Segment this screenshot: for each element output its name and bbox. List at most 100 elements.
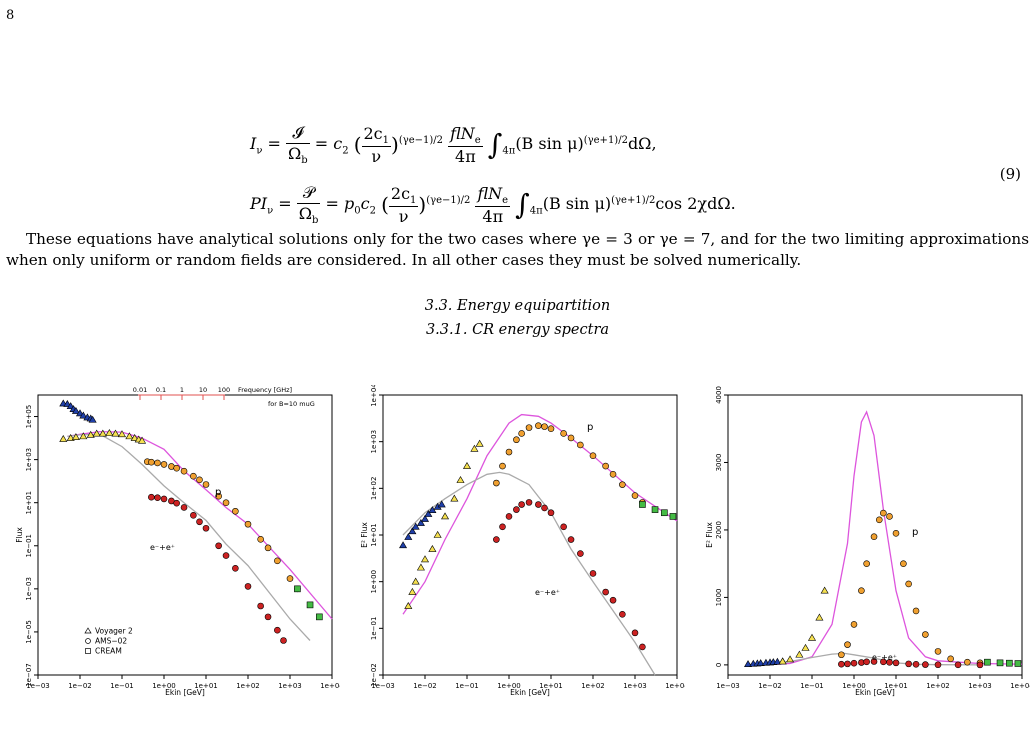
data-point-square bbox=[984, 658, 991, 666]
x-tick-label: 1e+01 bbox=[884, 682, 908, 690]
data-point-circle bbox=[173, 499, 180, 507]
data-point-circle bbox=[232, 564, 239, 572]
x-tick-label: 1e+01 bbox=[194, 682, 218, 690]
data-point-triangle bbox=[404, 533, 413, 540]
y-tick-label: 1e−01 bbox=[370, 617, 378, 641]
data-point-circle bbox=[577, 550, 584, 557]
data-point-circle bbox=[892, 530, 900, 537]
data-point-circle bbox=[280, 637, 287, 644]
data-point-square bbox=[669, 513, 677, 520]
x-tick-label: 1e−02 bbox=[68, 682, 92, 690]
data-point-circle bbox=[922, 661, 929, 668]
model-curve-e bbox=[67, 433, 311, 641]
data-point-circle bbox=[912, 607, 920, 615]
e2-flux-log-chart: 1e−031e−021e−011e+001e+011e+021e+031e+04… bbox=[360, 385, 685, 697]
flux-chart: 1e−03 1e−02 1e−01 1e+00 1e+01 1e+02 1e+03 1e+04… bbox=[15, 386, 340, 697]
data-point-triangle bbox=[125, 432, 134, 440]
data-point-triangle bbox=[138, 436, 147, 444]
top-axis-tick-label: 0.1 bbox=[156, 386, 166, 394]
data-point-circle bbox=[244, 520, 252, 528]
data-point-circle bbox=[875, 516, 883, 524]
data-point-triangle bbox=[801, 643, 810, 651]
data-point-triangle bbox=[416, 518, 425, 526]
x-tick-label: 1e−02 bbox=[413, 682, 437, 690]
y-tick-label: 3000 bbox=[715, 454, 723, 472]
x-tick-label: 1e+03 bbox=[623, 682, 647, 690]
data-point-square bbox=[1014, 660, 1022, 667]
data-point-circle bbox=[912, 661, 920, 668]
data-point-circle bbox=[547, 509, 555, 517]
equation-line-2: PIν = 𝒫 Ωb = p0c2 (2c1 ν)(γe−1)/2 flNe 4π ∫… bbox=[250, 183, 736, 227]
data-point-circle bbox=[577, 441, 584, 449]
data-point-circle bbox=[154, 459, 161, 467]
data-point-triangle bbox=[105, 429, 114, 436]
data-point-triangle bbox=[424, 510, 433, 517]
data-point-triangle bbox=[807, 633, 817, 641]
data-point-triangle bbox=[399, 541, 408, 549]
data-point-circle bbox=[838, 660, 845, 668]
legend-label: Voyager 2 bbox=[95, 627, 133, 636]
data-point-triangle bbox=[470, 444, 479, 452]
y-tick-label: 1e−05 bbox=[25, 620, 33, 644]
data-point-square bbox=[661, 509, 668, 517]
x-tick-label: 1e+00 bbox=[152, 682, 176, 690]
data-point-circle bbox=[639, 643, 646, 651]
x-axis-label: Ekin [GeV] bbox=[855, 688, 895, 697]
data-point-triangle bbox=[437, 500, 446, 508]
data-point-square bbox=[651, 506, 659, 513]
data-point-circle bbox=[886, 659, 893, 666]
data-point-triangle bbox=[773, 657, 782, 665]
annotation-label: p bbox=[215, 487, 221, 498]
annotation-label: e⁻+e⁺ bbox=[872, 653, 897, 662]
data-point-circle bbox=[535, 501, 542, 508]
x-tick-label: 1e+00 bbox=[497, 682, 521, 690]
data-point-circle bbox=[173, 464, 180, 472]
data-point-triangle bbox=[815, 613, 824, 621]
data-point-circle bbox=[196, 518, 203, 526]
data-point-circle bbox=[844, 660, 851, 668]
data-point-circle bbox=[886, 513, 893, 520]
y-tick-label: 1e−03 bbox=[25, 577, 33, 601]
data-point-circle bbox=[215, 492, 222, 500]
x-tick-label: 1e+02 bbox=[236, 682, 260, 690]
data-point-circle bbox=[180, 504, 188, 511]
data-point-circle bbox=[518, 501, 525, 508]
data-point-circle bbox=[215, 542, 222, 550]
x-axis-label: Ekin [GeV] bbox=[510, 688, 550, 697]
data-point-circle bbox=[148, 458, 155, 466]
data-point-triangle bbox=[111, 429, 120, 437]
data-point-circle bbox=[838, 651, 845, 659]
model-curve-p bbox=[747, 410, 1023, 666]
annotation-label: e⁻+e⁺ bbox=[535, 588, 560, 597]
legend-marker bbox=[84, 627, 92, 634]
top-axis-tick-label: 1 bbox=[180, 386, 184, 394]
top-axis-label: Frequency [GHz] bbox=[238, 386, 292, 394]
data-point-circle bbox=[535, 422, 542, 429]
plot-frame bbox=[727, 394, 1023, 676]
model-curve-e bbox=[402, 471, 656, 676]
data-point-triangle bbox=[92, 429, 101, 437]
data-point-circle bbox=[547, 425, 555, 432]
data-point-circle bbox=[222, 552, 230, 559]
data-point-circle bbox=[513, 436, 520, 444]
e2-flux-linear-chart: 1e−03 1e−02 1e−01 1e+00 1e+01 1e+02 1e+03 1e+04… bbox=[705, 386, 1030, 697]
data-point-triangle bbox=[820, 586, 829, 594]
data-point-triangle bbox=[86, 430, 95, 438]
x-tick-label: 1e−01 bbox=[110, 682, 134, 690]
data-point-circle bbox=[505, 513, 513, 520]
data-point-circle bbox=[631, 492, 639, 499]
annotation-label: p bbox=[587, 422, 593, 433]
y-tick-label: 1e+01 bbox=[25, 491, 33, 515]
y-tick-label: 1000 bbox=[715, 588, 723, 606]
data-point-triangle bbox=[404, 601, 413, 609]
data-point-circle bbox=[264, 544, 272, 552]
data-point-triangle bbox=[59, 434, 68, 442]
data-point-circle bbox=[160, 495, 168, 503]
data-point-circle bbox=[180, 467, 188, 475]
data-point-circle bbox=[202, 524, 210, 532]
data-point-circle bbox=[900, 560, 907, 567]
data-point-square bbox=[306, 601, 314, 609]
data-point-triangle bbox=[450, 494, 459, 502]
data-point-triangle bbox=[433, 530, 442, 538]
x-tick-label: 1e+04 bbox=[1010, 682, 1030, 690]
